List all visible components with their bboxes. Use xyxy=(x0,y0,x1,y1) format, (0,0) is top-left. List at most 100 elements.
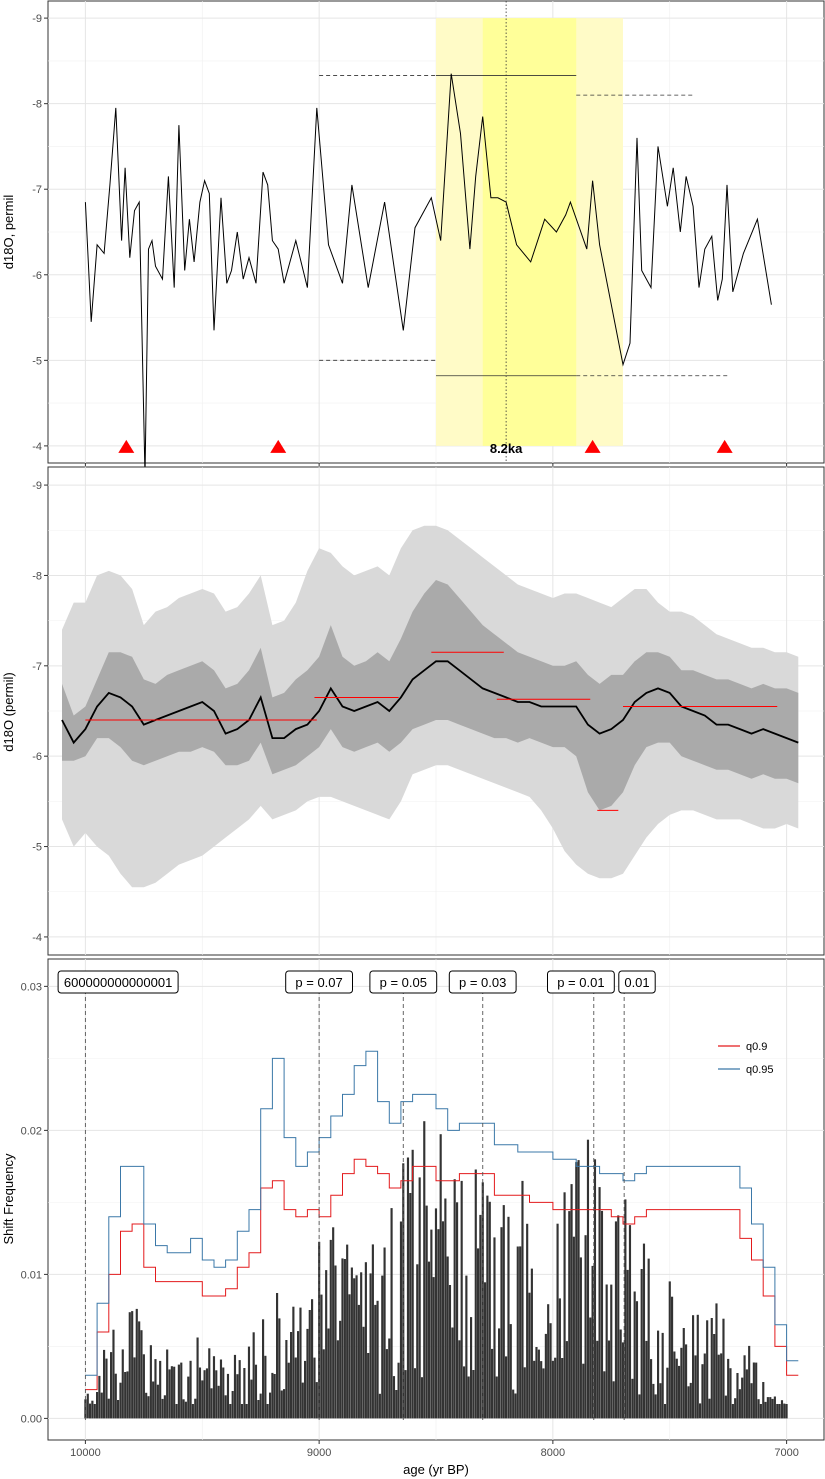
frequency-bar xyxy=(498,1328,501,1419)
p-label-text: 0.01 xyxy=(624,975,649,990)
frequency-bar xyxy=(152,1381,155,1419)
frequency-bar xyxy=(722,1318,725,1419)
frequency-bar xyxy=(766,1397,769,1419)
y-tick-label: -5 xyxy=(32,842,42,854)
panel-bottom: 600000000000001 p = 0.07 p = 0.05 p = 0.03 p… xyxy=(1,958,825,1477)
frequency-bar xyxy=(743,1355,746,1419)
y-tick-label: -9 xyxy=(32,13,42,25)
frequency-bar xyxy=(441,1221,445,1419)
frequency-bar xyxy=(776,1404,779,1419)
frequency-bar xyxy=(423,1121,426,1419)
frequency-bar xyxy=(399,1221,403,1419)
p-label-box xyxy=(57,970,179,994)
frequency-bar xyxy=(519,1246,522,1419)
y-tick-label: -4 xyxy=(32,441,42,453)
frequency-bar xyxy=(750,1383,753,1419)
frequency-bar xyxy=(687,1386,690,1419)
panel-middle-y-ticks: -9 -8 -7 -6 -5 -4 xyxy=(32,480,48,944)
frequency-bar xyxy=(406,1157,410,1419)
d18o-series-line xyxy=(84,73,772,476)
frequency-bar xyxy=(180,1362,183,1419)
y-tick-label: -6 xyxy=(32,751,42,763)
frequency-bar xyxy=(266,1404,269,1419)
frequency-bar xyxy=(785,1404,788,1419)
legend-label-q95: q0.95 xyxy=(746,1064,774,1076)
frequency-bar xyxy=(196,1337,199,1419)
frequency-bar xyxy=(586,1139,590,1419)
triangle-marker xyxy=(118,439,135,453)
panel-top-y-axis-label: d18O, permil xyxy=(1,195,16,270)
frequency-bar xyxy=(371,1244,374,1419)
frequency-bar xyxy=(635,1301,639,1419)
frequency-bar xyxy=(315,1382,318,1419)
frequency-bar xyxy=(133,1357,136,1419)
frequency-bar xyxy=(610,1284,613,1419)
y-tick-label: 0.00 xyxy=(21,1413,42,1425)
frequency-bar xyxy=(205,1368,209,1419)
frequency-bar xyxy=(479,1214,482,1419)
frequency-bar xyxy=(306,1328,309,1419)
frequency-bar xyxy=(269,1392,272,1419)
frequency-bar xyxy=(463,1366,466,1419)
frequency-bar xyxy=(561,1358,564,1419)
frequency-bar xyxy=(439,1134,442,1419)
frequency-bar xyxy=(762,1382,765,1419)
triangle-marker xyxy=(270,439,287,453)
frequency-bar xyxy=(577,1160,580,1419)
frequency-bar xyxy=(706,1320,709,1419)
frequency-bar xyxy=(257,1400,260,1419)
frequency-bar xyxy=(187,1376,190,1419)
frequency-bar xyxy=(395,1390,398,1419)
frequency-bar xyxy=(619,1329,622,1419)
frequency-bar xyxy=(456,1202,459,1419)
frequency-bar xyxy=(177,1364,180,1419)
frequency-bar xyxy=(231,1391,234,1419)
frequency-bar xyxy=(612,1381,615,1419)
frequency-bar xyxy=(163,1395,166,1419)
frequency-bar xyxy=(119,1382,122,1419)
frequency-bar xyxy=(661,1332,664,1419)
frequency-bar xyxy=(603,1371,606,1419)
frequency-bar xyxy=(470,1317,473,1419)
frequency-bar xyxy=(591,1265,594,1419)
frequency-bar xyxy=(598,1187,601,1419)
frequency-bar xyxy=(409,1193,412,1419)
frequency-bar xyxy=(642,1243,646,1419)
frequency-bar xyxy=(631,1378,634,1419)
frequency-bar xyxy=(240,1404,244,1419)
frequency-bar xyxy=(374,1304,377,1419)
frequency-bar xyxy=(523,1367,526,1419)
frequency-bar xyxy=(294,1357,297,1419)
frequency-bar xyxy=(378,1393,381,1419)
panel-top-x-ticks xyxy=(84,463,788,466)
frequency-bar xyxy=(105,1358,108,1419)
shift-vlines xyxy=(84,983,625,1420)
frequency-bar xyxy=(147,1396,150,1419)
frequency-bar xyxy=(516,1246,519,1419)
frequency-bar xyxy=(734,1398,737,1419)
x-axis-ticks: 10000 9000 8000 7000 xyxy=(70,1440,799,1459)
frequency-bar xyxy=(91,1400,94,1419)
frequency-bar xyxy=(537,1349,540,1419)
frequency-bar xyxy=(273,1374,276,1419)
frequency-bar xyxy=(526,1223,529,1419)
frequency-bar xyxy=(397,1362,400,1419)
frequency-bar xyxy=(322,1349,325,1419)
frequency-bar xyxy=(556,1223,559,1419)
frequency-bar xyxy=(138,1321,141,1419)
frequency-bar xyxy=(369,1273,372,1419)
y-tick-label: -9 xyxy=(32,480,42,492)
frequency-bar xyxy=(675,1358,678,1419)
frequency-bar xyxy=(175,1404,178,1419)
regime-mean-segments xyxy=(85,651,778,811)
frequency-bar xyxy=(107,1398,110,1419)
frequency-bar xyxy=(420,1377,424,1419)
frequency-bar xyxy=(262,1319,265,1419)
frequency-bar xyxy=(98,1375,101,1419)
frequency-bar xyxy=(308,1310,311,1419)
p-label-box xyxy=(285,970,354,994)
frequency-bar xyxy=(657,1330,660,1419)
frequency-bar xyxy=(233,1354,237,1419)
frequency-bar xyxy=(493,1237,496,1419)
legend: q0.9 q0.95 xyxy=(718,1041,774,1076)
